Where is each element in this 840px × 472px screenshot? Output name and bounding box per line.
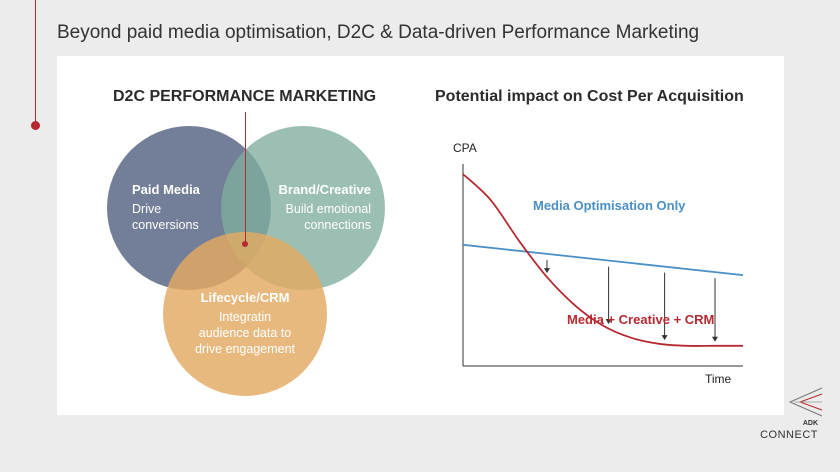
- impact-arrows: [544, 259, 718, 342]
- paid-media-label: Paid Media Drive conversions: [132, 182, 200, 233]
- impact-arrow-head-3: [712, 336, 718, 342]
- brand-creative-label: Brand/Creative Build emotional connectio…: [257, 182, 371, 233]
- logo-brand-small: ADK: [802, 420, 818, 427]
- paid-media-desc-2: conversions: [132, 218, 199, 232]
- lifecycle-crm-desc-1: Integratin: [218, 310, 272, 324]
- content-panel: D2C PERFORMANCE MARKETING Paid Media Dri…: [57, 56, 784, 415]
- paid-media-title: Paid Media: [132, 182, 200, 197]
- media-creative-crm-line: [462, 173, 743, 347]
- media-optimisation-label: Media Optimisation Only: [533, 198, 686, 213]
- logo-brand-large: CONNECT: [760, 429, 818, 441]
- side-accent-dot: [31, 121, 40, 130]
- venn-heading: D2C PERFORMANCE MARKETING: [113, 88, 377, 105]
- impact-arrow-head-2: [661, 335, 668, 341]
- lifecycle-crm-label: Lifecycle/CRM Integratin audience data t…: [175, 290, 315, 357]
- center-guide-line: [245, 112, 246, 244]
- media-creative-crm-label: Media + Creative + CRM: [567, 312, 715, 327]
- cpa-chart: [462, 164, 744, 367]
- chart-heading: Potential impact on Cost Per Acquisition: [435, 88, 744, 105]
- brand-creative-title: Brand/Creative: [278, 182, 371, 197]
- brand-creative-desc-2: connections: [304, 218, 371, 232]
- center-dot: [242, 241, 248, 247]
- brand-creative-desc-1: Build emotional: [285, 202, 371, 216]
- x-axis-label: Time: [705, 372, 732, 386]
- lifecycle-crm-title: Lifecycle/CRM: [200, 290, 290, 305]
- adk-connect-logo: ADK CONNECT: [760, 386, 830, 448]
- impact-arrow-head-0: [544, 268, 550, 274]
- y-axis-label: CPA: [453, 141, 477, 155]
- impact-arrow-head-1: [605, 319, 612, 325]
- lifecycle-crm-desc-3: drive engagement: [194, 342, 296, 356]
- side-accent-line: [35, 0, 36, 122]
- slide-title: Beyond paid media optimisation, D2C & Da…: [57, 22, 700, 43]
- lifecycle-crm-desc-2: audience data to: [198, 326, 292, 340]
- lifecycle-crm-circle: [163, 232, 327, 396]
- media-optimisation-line: [462, 243, 744, 276]
- logo-mark-icon: [788, 387, 823, 417]
- paid-media-desc-1: Drive: [132, 202, 162, 216]
